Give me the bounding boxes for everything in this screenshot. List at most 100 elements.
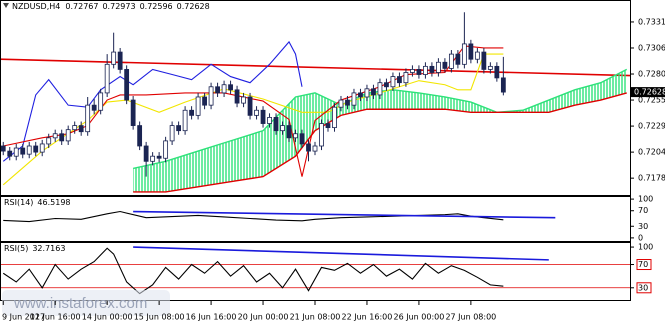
candle-body xyxy=(267,117,272,124)
rsi-value: 32.7163 xyxy=(32,244,65,253)
candle-body xyxy=(72,125,78,131)
candle-body xyxy=(20,147,26,155)
candle-body xyxy=(338,99,344,108)
rsi14-frame xyxy=(0,196,631,242)
ohlc-high: 0.72973 xyxy=(102,2,135,11)
candle-body xyxy=(33,145,39,153)
candle-body xyxy=(429,65,435,73)
last-price-label: 0.72628 xyxy=(634,88,665,97)
rsi5-frame xyxy=(0,242,631,301)
y-tick-label: 70 xyxy=(638,260,648,269)
candle-body xyxy=(455,53,461,65)
candle-body xyxy=(319,123,324,147)
candle-body xyxy=(461,43,467,65)
y-tick-label: 0.73315 xyxy=(638,17,665,26)
candle-body xyxy=(364,88,370,98)
x-tick-label: 15 Jun 08:00 xyxy=(134,313,185,322)
rsi-line xyxy=(3,210,504,223)
candle-body xyxy=(228,84,233,91)
candle-body xyxy=(104,63,110,94)
candle-body xyxy=(195,96,201,116)
candle-body xyxy=(448,53,454,69)
candle-body xyxy=(332,106,337,129)
y-tick-label: 0.71785 xyxy=(638,174,665,183)
x-tick-label: 21 Jun 08:00 xyxy=(290,313,341,322)
candle-body xyxy=(481,51,487,70)
y-tick-label: 30 xyxy=(638,222,648,231)
candle-body xyxy=(189,109,194,116)
candle-body xyxy=(143,145,149,162)
candle-body xyxy=(26,145,32,155)
senkou-span-b xyxy=(133,92,627,193)
candle-body xyxy=(176,125,182,132)
x-tick-label: 20 Jun 00:00 xyxy=(238,313,289,322)
last-price-box xyxy=(631,87,665,98)
candle-body xyxy=(384,82,389,88)
candle-body xyxy=(182,109,188,132)
candle-body xyxy=(351,92,357,106)
plot-layer xyxy=(0,12,630,295)
candle-body xyxy=(65,129,71,142)
candle-body xyxy=(39,143,45,153)
candle-body xyxy=(208,86,214,106)
x-tick-label: 22 Jun 16:00 xyxy=(342,313,393,322)
candle-body xyxy=(306,143,311,152)
ohlc-low: 0.72596 xyxy=(140,2,173,11)
candle-body xyxy=(124,69,130,101)
rsi-value: 46.5198 xyxy=(37,198,70,207)
candle-body xyxy=(468,43,474,60)
x-tick-label: 27 Jun 08:00 xyxy=(445,313,496,322)
x-tick-label: 14 Jun 00:00 xyxy=(82,313,133,322)
candle-body xyxy=(377,82,383,96)
cloud-fill xyxy=(133,69,627,192)
trendline xyxy=(0,58,630,77)
indicator-line xyxy=(2,53,504,186)
candle-body xyxy=(98,92,104,111)
candle-body xyxy=(416,69,422,75)
candle-body xyxy=(247,96,253,116)
symbol: NZDUSD,H4 xyxy=(12,2,60,11)
level-label-box xyxy=(636,259,652,271)
candle-body xyxy=(390,76,396,88)
candle-body xyxy=(358,92,363,98)
candle-body xyxy=(325,123,331,129)
candle-body xyxy=(130,99,136,126)
y-tick-label: 100 xyxy=(638,243,653,252)
main-plot xyxy=(0,12,630,193)
indicator-line xyxy=(2,40,303,162)
candle-body xyxy=(494,65,500,79)
candle-body xyxy=(215,86,220,94)
watermark-box xyxy=(2,290,170,316)
rsi14-header: RSI(14) 46.5198 xyxy=(4,198,71,207)
y-tick-label: 0 xyxy=(638,233,643,242)
candle-body xyxy=(7,150,13,157)
watermark-text: www.instaforex.com xyxy=(13,295,147,312)
ohlc-open: 0.72767 xyxy=(65,2,98,11)
candle-body xyxy=(59,133,65,142)
candle-body xyxy=(280,125,285,132)
candle-body xyxy=(286,125,292,139)
candle-body xyxy=(163,140,169,159)
candle-body xyxy=(13,147,19,157)
y-tick-label: 0.72805 xyxy=(638,70,665,79)
level-label-box xyxy=(636,282,652,294)
candle-body xyxy=(403,72,409,84)
candle-body xyxy=(299,133,305,145)
candle-body xyxy=(442,61,448,69)
x-tick-label: 12 Jun 16:00 xyxy=(30,313,81,322)
rsi-label: RSI(5) xyxy=(4,244,28,253)
candle-body xyxy=(312,145,318,152)
x-tick-label: 9 Jun 2017 xyxy=(2,313,45,322)
watermark: www.instaforex.com xyxy=(2,290,170,316)
y-tick-label: 70 xyxy=(638,206,648,215)
symbol-icon xyxy=(3,3,9,8)
rsi-line xyxy=(2,247,504,295)
candle-body xyxy=(202,96,207,106)
candle-body xyxy=(397,76,402,84)
candle-body xyxy=(137,125,143,147)
candle-body xyxy=(234,89,240,104)
rsi-label: RSI(14) xyxy=(4,198,33,207)
